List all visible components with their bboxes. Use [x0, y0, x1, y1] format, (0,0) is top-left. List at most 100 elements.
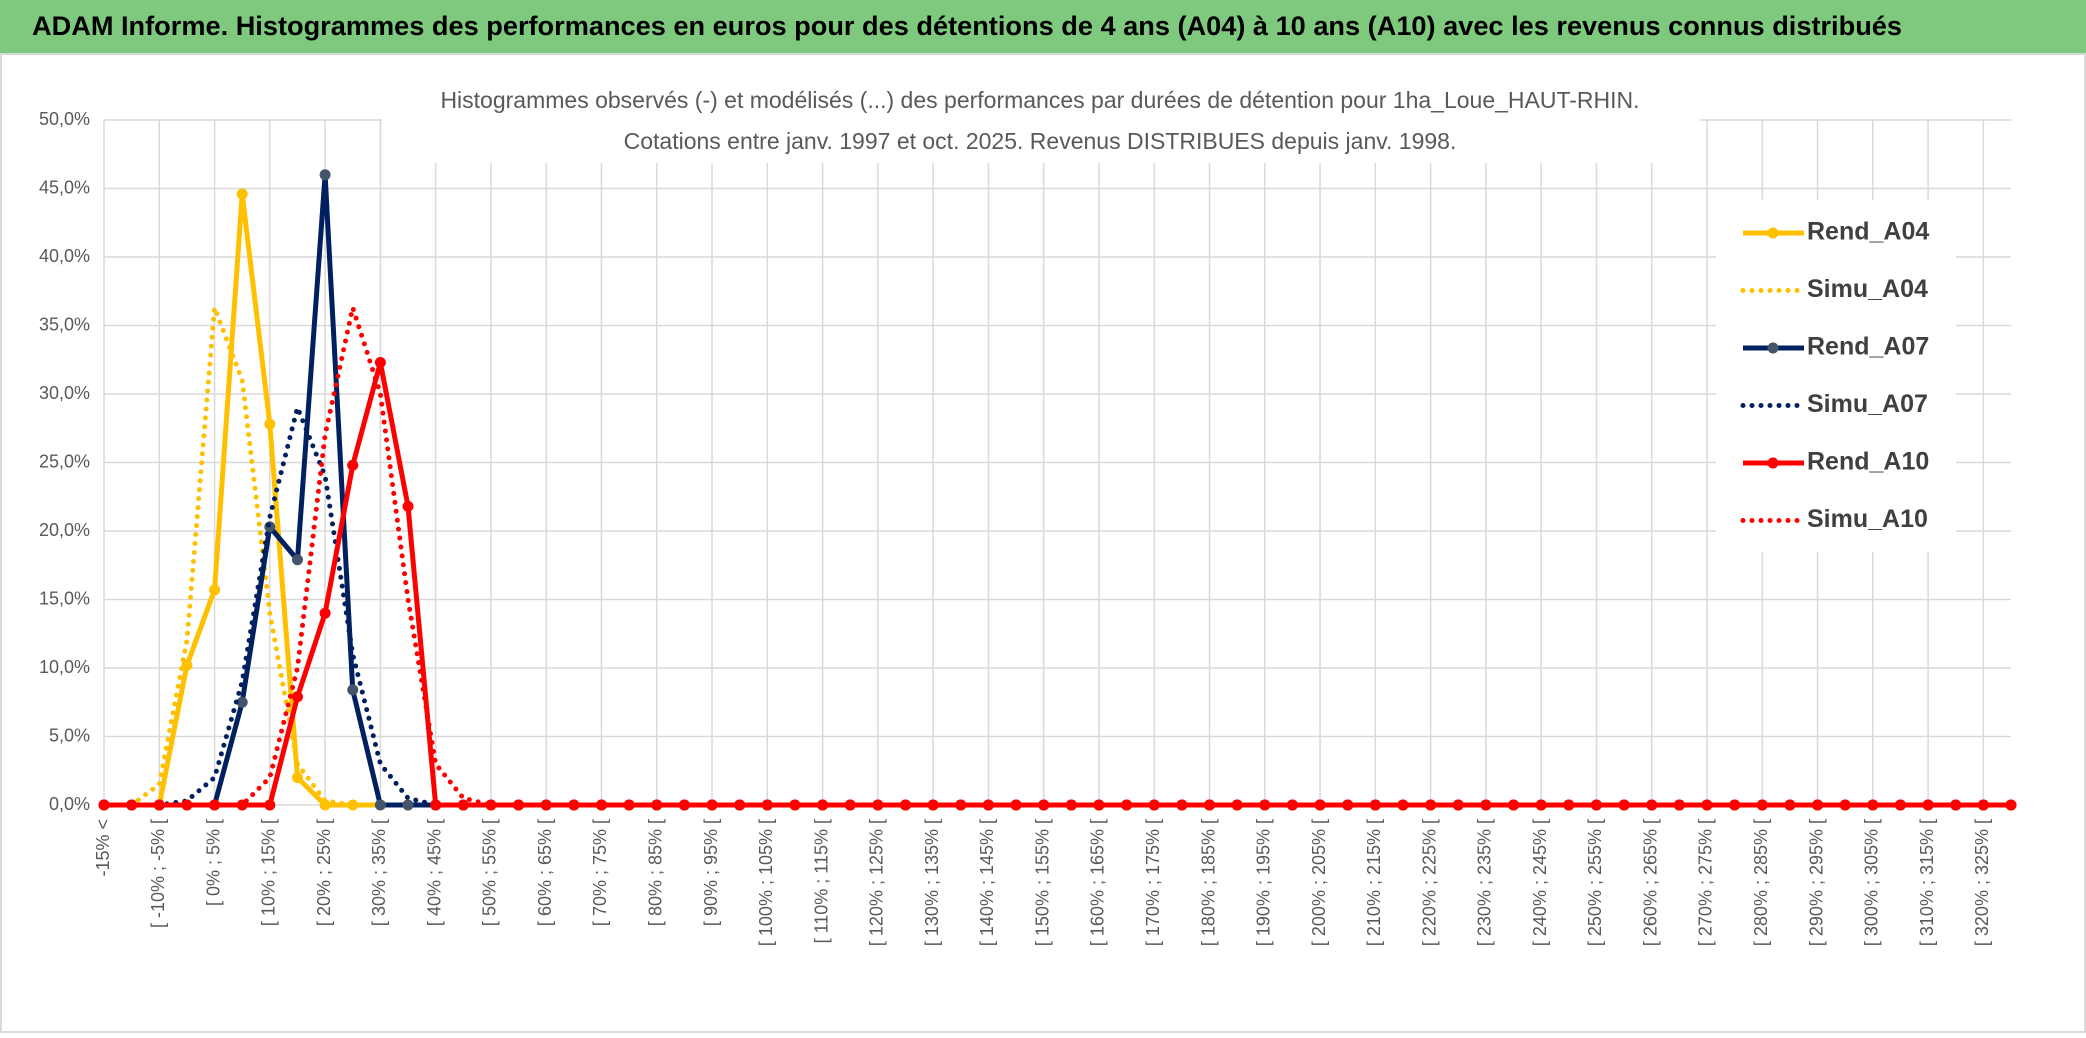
x-tick-label: [ 250% ; 255% [	[1585, 819, 1605, 946]
x-tick-label: [ 0% ; 5% [	[203, 819, 223, 906]
x-tick-label: [ 230% ; 235% [	[1475, 819, 1495, 946]
x-tick-label: [ 200% ; 205% [	[1309, 819, 1329, 946]
data-point	[1701, 799, 1713, 811]
x-tick-label: [ 80% ; 85% [	[646, 819, 666, 926]
y-tick-label: 50,0%	[39, 109, 90, 129]
y-tick-label: 0,0%	[49, 794, 90, 814]
data-point	[1204, 799, 1216, 811]
title-background	[382, 83, 1700, 163]
data-point	[236, 188, 248, 200]
x-tick-label: [ 300% ; 305% [	[1862, 819, 1882, 946]
x-tick-label: [ 70% ; 75% [	[590, 819, 610, 926]
data-point	[402, 500, 414, 512]
data-point	[319, 169, 331, 181]
data-point	[513, 799, 525, 811]
x-tick-label: [ 30% ; 35% [	[369, 819, 389, 926]
x-tick-label: [ 180% ; 185% [	[1198, 819, 1218, 946]
data-point	[1590, 799, 1602, 811]
x-tick-label: [ 50% ; 55% [	[480, 819, 500, 926]
x-tick-label: [ 310% ; 315% [	[1917, 819, 1937, 946]
series-line	[101, 298, 2014, 808]
data-point	[291, 554, 303, 566]
chart-title: Histogrammes observés (-) et modélisés (…	[440, 87, 1639, 113]
data-point	[319, 607, 331, 619]
x-tick-label: [ 160% ; 165% [	[1088, 819, 1108, 946]
x-tick-label: [ 280% ; 285% [	[1751, 819, 1771, 946]
x-tick-label: [ 110% ; 115% [	[811, 819, 831, 943]
x-tick-label: [ 10% ; 15% [	[259, 819, 279, 926]
data-point	[540, 799, 552, 811]
data-point	[264, 799, 276, 811]
y-tick-label: 20,0%	[39, 520, 90, 540]
y-tick-label: 40,0%	[39, 246, 90, 266]
x-tick-label: [ 90% ; 95% [	[701, 819, 721, 926]
banner-title: ADAM Informe. Histogrammes des performan…	[32, 11, 1902, 41]
data-point	[899, 799, 911, 811]
y-tick-label: 45,0%	[39, 177, 90, 197]
y-tick-label: 35,0%	[39, 314, 90, 334]
x-tick-label: [ 220% ; 225% [	[1419, 819, 1439, 946]
data-point	[568, 799, 580, 811]
chart-subtitle: Cotations entre janv. 1997 et oct. 2025.…	[624, 128, 1457, 154]
x-tick-label: [ 120% ; 125% [	[867, 819, 887, 946]
legend-marker	[1767, 457, 1779, 469]
legend-label: Rend_A10	[1807, 448, 1929, 476]
legend-label: Rend_A04	[1807, 218, 1929, 246]
legend-label: Simu_A10	[1807, 505, 1928, 533]
data-point	[1618, 799, 1630, 811]
y-tick-label: 25,0%	[39, 451, 90, 471]
legend-label: Simu_A04	[1807, 275, 1928, 303]
data-point	[955, 799, 967, 811]
data-point	[1729, 799, 1741, 811]
legend-marker	[1767, 227, 1779, 239]
banner	[0, 0, 2086, 53]
x-tick-label: -15% <	[93, 819, 113, 877]
x-tick-label: [ 210% ; 215% [	[1364, 819, 1384, 946]
data-point	[374, 799, 386, 811]
data-point	[1646, 799, 1658, 811]
x-tick-label: [ 320% ; 325% [	[1972, 819, 1992, 946]
x-tick-label: [ 140% ; 145% [	[977, 819, 997, 946]
data-point	[319, 799, 331, 811]
data-point	[1231, 799, 1243, 811]
legend-label: Rend_A07	[1807, 333, 1929, 361]
legend-box	[1716, 200, 1956, 552]
data-point	[209, 584, 221, 596]
data-point	[209, 799, 221, 811]
x-tick-label: [ 100% ; 105% [	[756, 819, 776, 946]
data-point	[872, 799, 884, 811]
data-point	[181, 659, 193, 671]
data-point	[291, 691, 303, 703]
data-point	[817, 799, 829, 811]
x-tick-label: [ 20% ; 25% [	[314, 819, 334, 926]
data-point	[1342, 799, 1354, 811]
x-tick-label: [ 260% ; 265% [	[1640, 819, 1660, 946]
data-point	[1314, 799, 1326, 811]
data-point	[1259, 799, 1271, 811]
data-point	[1977, 799, 1989, 811]
data-point	[844, 799, 856, 811]
data-point	[1286, 799, 1298, 811]
legend-label: Simu_A07	[1807, 390, 1928, 418]
data-point	[374, 356, 386, 368]
x-tick-label: [ -10% ; -5% [	[148, 819, 168, 928]
data-point	[430, 799, 442, 811]
x-tick-label: [ 190% ; 195% [	[1254, 819, 1274, 946]
x-tick-label: [ 240% ; 245% [	[1530, 819, 1550, 946]
y-tick-label: 15,0%	[39, 588, 90, 608]
data-point	[291, 772, 303, 784]
data-point	[927, 799, 939, 811]
plot	[98, 169, 2017, 811]
x-tick-label: [ 170% ; 175% [	[1143, 819, 1163, 946]
x-tick-label: [ 40% ; 45% [	[424, 819, 444, 926]
data-point	[347, 684, 359, 696]
data-point	[2005, 799, 2017, 811]
x-tick-label: [ 60% ; 65% [	[535, 819, 555, 926]
x-tick-label: [ 130% ; 135% [	[922, 819, 942, 946]
legend-marker	[1767, 342, 1779, 354]
y-tick-label: 5,0%	[49, 725, 90, 745]
data-point	[402, 799, 414, 811]
data-point	[236, 696, 248, 708]
